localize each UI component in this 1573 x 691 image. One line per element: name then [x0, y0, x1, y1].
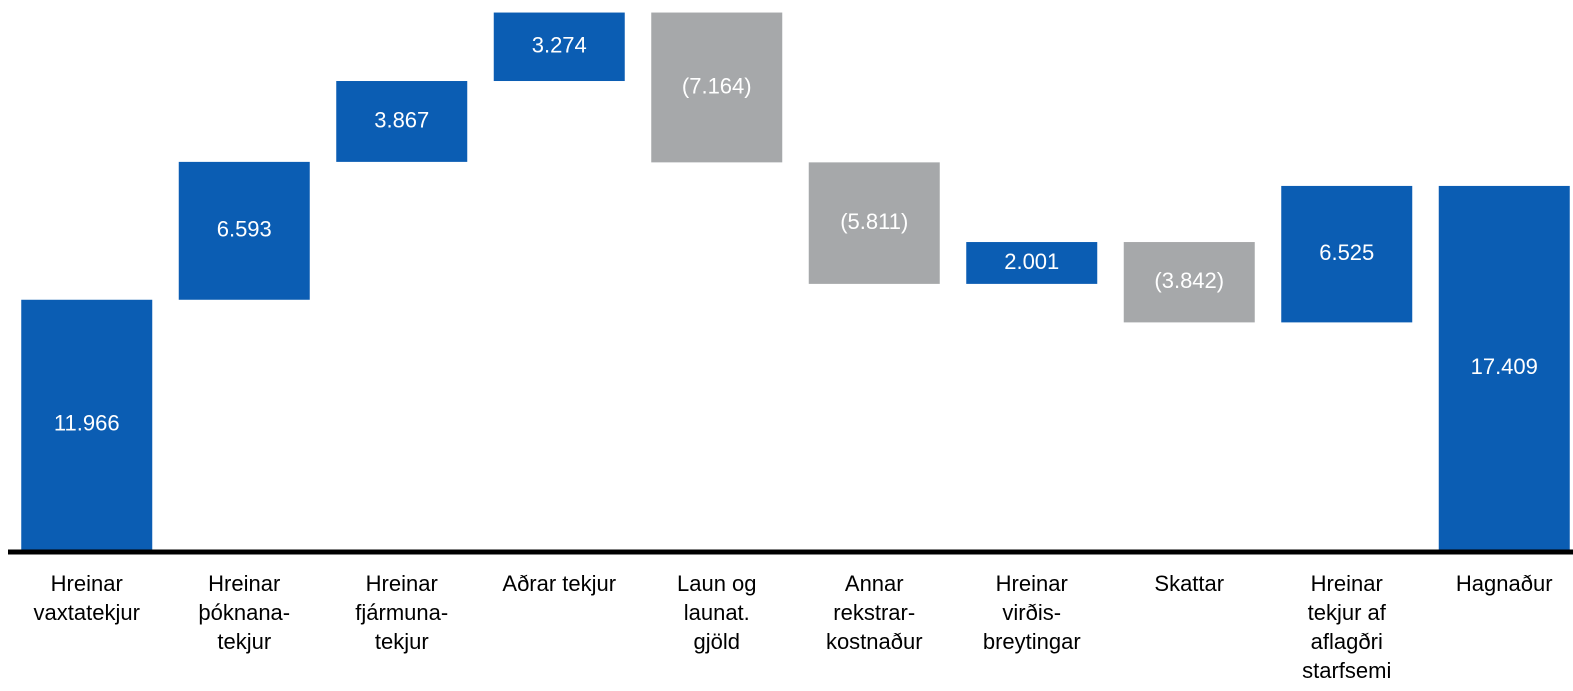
- x-tick-label: Annar: [845, 571, 904, 596]
- bar: [1281, 185, 1413, 323]
- bar: [493, 12, 625, 82]
- value-label: 3.274: [532, 33, 587, 58]
- bar: [808, 162, 940, 284]
- x-tick-label: gjöld: [694, 629, 740, 654]
- bar: [21, 299, 153, 550]
- value-label: 3.867: [374, 107, 429, 132]
- bar: [1438, 185, 1570, 550]
- x-tick-label: rekstrar-: [833, 600, 915, 625]
- x-tick-label: Hreinar: [51, 571, 123, 596]
- value-label: (5.811): [840, 209, 908, 234]
- x-tick-label: fjármuna-: [355, 600, 448, 625]
- x-tick-label: tekjur af: [1308, 600, 1387, 625]
- value-label: (3.842): [1154, 268, 1224, 293]
- value-label: 2.001: [1004, 249, 1059, 274]
- value-label: 6.525: [1319, 240, 1374, 265]
- bar: [966, 242, 1098, 284]
- bar: [178, 161, 310, 300]
- x-tick-label: tekjur: [375, 629, 429, 654]
- value-label: 11.966: [54, 411, 120, 436]
- value-label: 6.593: [217, 217, 272, 242]
- x-tick-label: tekjur: [217, 629, 271, 654]
- x-tick-label: Hreinar: [366, 571, 438, 596]
- x-tick-label: kostnaður: [826, 629, 923, 654]
- x-tick-label: Laun og: [677, 571, 757, 596]
- x-tick-label: launat.: [684, 600, 750, 625]
- x-tick-label: Hreinar: [1311, 571, 1383, 596]
- x-tick-label: Hagnaður: [1456, 571, 1553, 596]
- bar: [651, 12, 783, 163]
- value-label: (7.164): [682, 73, 752, 98]
- x-tick-label: Skattar: [1154, 571, 1224, 596]
- x-tick-label: Hreinar: [996, 571, 1068, 596]
- x-tick-label: virðis-: [1002, 600, 1061, 625]
- x-tick-label: Aðrar tekjur: [502, 571, 616, 596]
- x-tick-label: breytingar: [983, 629, 1081, 654]
- x-tick-label: starfsemi: [1302, 658, 1391, 683]
- x-tick-label: þóknana-: [198, 600, 290, 625]
- x-tick-label: aflagðri: [1311, 629, 1383, 654]
- bar: [336, 81, 468, 162]
- x-tick-label: vaxtatekjur: [34, 600, 140, 625]
- bar: [1123, 242, 1255, 323]
- value-label: 17.409: [1471, 354, 1538, 379]
- x-tick-label: Hreinar: [208, 571, 280, 596]
